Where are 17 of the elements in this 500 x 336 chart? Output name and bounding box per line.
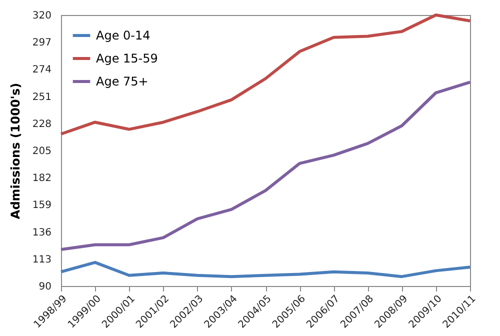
y-tick-label: 251: [32, 92, 52, 103]
legend-label: Age 0-14: [96, 28, 150, 42]
y-tick-label: 228: [32, 118, 52, 130]
y-tick-label: 90: [38, 282, 52, 292]
y-tick-label: 136: [32, 227, 52, 238]
y-tick-label: 320: [32, 10, 52, 22]
y-tick-label: 205: [32, 146, 52, 157]
line-series: [60, 260, 472, 278]
y-tick-label: 182: [32, 173, 52, 184]
legend-label: Age 15-59: [96, 52, 158, 66]
y-tick-label: 274: [32, 64, 52, 76]
y-axis-title: Admissions (1000's): [8, 82, 22, 220]
y-tick-label: 113: [32, 254, 52, 266]
line-series: [60, 14, 472, 136]
y-tick-label: 297: [32, 38, 52, 49]
y-tick-label: 159: [32, 200, 52, 212]
legend-label: Age 75+: [96, 74, 148, 88]
